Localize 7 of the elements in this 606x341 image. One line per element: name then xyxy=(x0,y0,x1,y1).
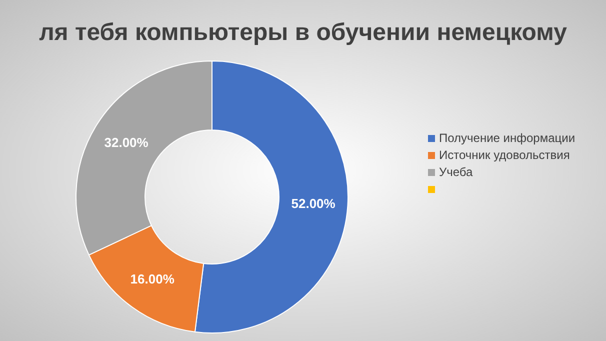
legend-label: Учеба xyxy=(439,165,474,179)
data-label: 32.00% xyxy=(104,135,149,150)
data-label: 16.00% xyxy=(130,272,175,287)
data-label: 52.00% xyxy=(291,196,336,211)
chart-title: ля тебя компьютеры в обучении немецкому xyxy=(39,19,568,46)
legend-label: Источник удовольствия xyxy=(439,148,570,162)
slice-label: Получение информации xyxy=(439,131,576,145)
